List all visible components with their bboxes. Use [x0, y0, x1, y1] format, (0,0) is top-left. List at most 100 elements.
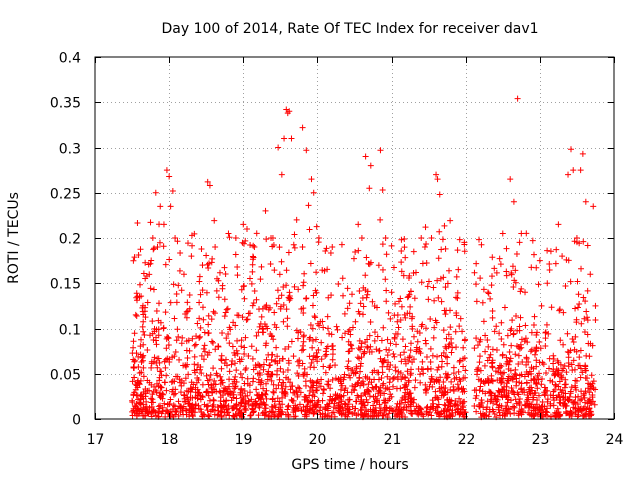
data-point	[219, 379, 226, 386]
data-point	[531, 313, 538, 320]
data-point	[532, 348, 539, 355]
data-point	[475, 342, 481, 349]
data-point	[240, 221, 247, 228]
data-point	[450, 370, 457, 377]
data-point	[249, 406, 256, 413]
data-point	[383, 251, 390, 258]
data-point	[137, 246, 144, 253]
data-point	[165, 341, 172, 348]
data-point	[191, 361, 198, 368]
data-point	[569, 367, 576, 374]
data-point	[271, 413, 278, 420]
data-point	[245, 353, 252, 360]
data-point	[205, 260, 212, 267]
data-point	[576, 301, 583, 308]
data-point	[366, 349, 373, 356]
data-point	[366, 185, 373, 192]
data-point	[223, 397, 230, 404]
data-point	[571, 346, 578, 353]
data-point	[499, 352, 506, 359]
data-point	[234, 272, 241, 279]
data-point	[362, 153, 369, 160]
data-point	[355, 247, 362, 254]
data-point	[245, 401, 252, 408]
data-point	[390, 383, 397, 390]
data-point	[282, 383, 289, 390]
data-point	[590, 203, 597, 210]
data-point	[198, 352, 205, 359]
data-point	[259, 329, 266, 336]
data-point	[182, 311, 189, 318]
data-point	[406, 272, 413, 279]
data-point	[481, 362, 488, 369]
data-point	[237, 411, 244, 418]
data-point	[583, 406, 590, 413]
data-point	[285, 249, 292, 256]
data-point	[591, 401, 598, 408]
x-tick-label: 24	[606, 432, 624, 448]
data-point	[487, 351, 494, 358]
data-point	[155, 300, 162, 307]
data-point	[397, 400, 404, 407]
data-point	[564, 348, 571, 355]
data-point	[228, 397, 235, 404]
data-point	[456, 376, 463, 383]
data-point	[162, 309, 169, 316]
data-point	[241, 240, 248, 247]
data-point	[550, 392, 557, 399]
data-point	[488, 282, 495, 289]
data-point	[191, 230, 198, 237]
data-point	[492, 368, 499, 375]
data-point	[197, 366, 204, 373]
data-point	[184, 355, 191, 362]
data-point	[344, 403, 351, 410]
data-point	[369, 369, 376, 376]
data-point	[259, 391, 266, 398]
y-tick-label: 0.4	[59, 51, 81, 67]
data-point	[500, 369, 507, 376]
data-point	[267, 260, 274, 267]
data-point	[446, 267, 453, 274]
data-point	[219, 330, 226, 337]
data-point	[518, 230, 525, 237]
data-point	[505, 405, 512, 412]
data-point	[552, 371, 559, 378]
data-point	[340, 292, 347, 299]
data-point	[253, 230, 260, 237]
data-point	[436, 191, 443, 198]
data-point	[306, 226, 313, 233]
data-point	[188, 253, 195, 260]
data-point	[441, 401, 448, 408]
data-point	[435, 255, 442, 262]
data-point	[381, 390, 388, 397]
data-point	[486, 409, 493, 416]
data-point	[307, 334, 314, 341]
data-point	[307, 260, 314, 267]
data-point	[546, 365, 553, 372]
data-point	[205, 329, 212, 336]
data-point	[237, 389, 244, 396]
data-point	[178, 382, 185, 389]
data-point	[556, 399, 563, 406]
data-point	[547, 248, 554, 255]
data-point	[260, 385, 267, 392]
y-tick-label: 0.25	[50, 187, 81, 203]
data-point	[455, 266, 462, 273]
data-point	[200, 411, 207, 418]
data-point	[399, 373, 406, 380]
data-point	[290, 241, 297, 248]
data-point	[484, 289, 491, 296]
data-point	[398, 247, 405, 254]
data-point	[189, 394, 196, 401]
data-point	[456, 358, 463, 365]
data-point	[325, 381, 332, 388]
data-point	[580, 294, 587, 301]
data-point	[592, 302, 599, 309]
data-point	[329, 244, 336, 251]
data-point	[499, 412, 506, 419]
data-point	[490, 400, 497, 407]
data-point	[529, 237, 536, 244]
data-point	[377, 389, 384, 396]
data-point	[345, 338, 352, 345]
data-point	[475, 236, 482, 243]
